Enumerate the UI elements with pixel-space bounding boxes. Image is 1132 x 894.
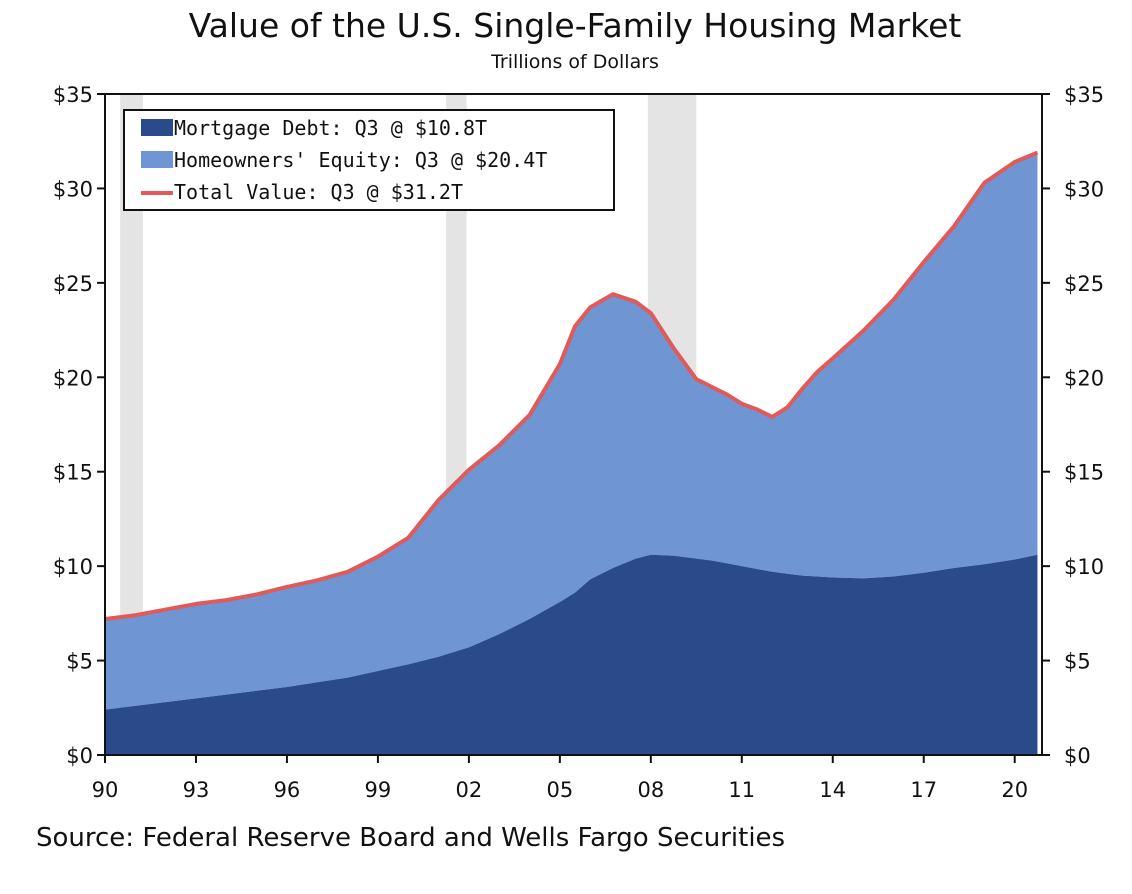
legend-swatch-homeowners-equity bbox=[141, 151, 173, 168]
x-tick-label: 14 bbox=[819, 778, 846, 802]
recession-band-1 bbox=[120, 94, 143, 755]
legend: Mortgage Debt: Q3 @ $10.8T Homeowners' E… bbox=[123, 109, 615, 211]
y-tick-label-right: $5 bbox=[1064, 650, 1091, 674]
y-tick-label-right: $10 bbox=[1064, 555, 1104, 579]
y-tick-label-left: $0 bbox=[66, 744, 93, 768]
x-tick-label: 99 bbox=[365, 778, 392, 802]
x-tick-label: 05 bbox=[546, 778, 573, 802]
y-tick-label-left: $15 bbox=[53, 461, 93, 485]
x-tick-label: 90 bbox=[92, 778, 119, 802]
legend-label-homeowners-equity: Homeowners' Equity: Q3 @ $20.4T bbox=[174, 148, 547, 172]
chart-source: Source: Federal Reserve Board and Wells … bbox=[36, 823, 785, 853]
chart-subtitle: Trillions of Dollars bbox=[490, 51, 659, 73]
x-tick-label: 11 bbox=[728, 778, 755, 802]
legend-label-total-value: Total Value: Q3 @ $31.2T bbox=[174, 180, 463, 204]
area-series bbox=[105, 152, 1038, 755]
y-tick-label-right: $15 bbox=[1064, 461, 1104, 485]
y-axis-right: $0 $5 $10 $15 $20 $25 $30 $35 bbox=[1042, 83, 1104, 768]
x-tick-label: 20 bbox=[1001, 778, 1028, 802]
area-homeowners-equity bbox=[105, 152, 1038, 710]
y-tick-label-left: $20 bbox=[53, 366, 93, 390]
chart-title: Value of the U.S. Single-Family Housing … bbox=[189, 6, 962, 45]
y-tick-label-right: $0 bbox=[1064, 744, 1091, 768]
line-total-value bbox=[104, 150, 1039, 622]
y-tick-label-left: $35 bbox=[53, 83, 93, 107]
y-axis-left: $0 $5 $10 $15 $20 $25 $30 $35 bbox=[53, 83, 105, 768]
y-tick-label-left: $25 bbox=[53, 272, 93, 296]
y-tick-label-right: $25 bbox=[1064, 272, 1104, 296]
plot-frame bbox=[104, 93, 1043, 756]
legend-swatch-mortgage-debt bbox=[141, 119, 173, 136]
x-tick-label: 17 bbox=[910, 778, 937, 802]
x-tick-label: 02 bbox=[456, 778, 483, 802]
x-axis: 90 93 96 99 02 05 08 11 14 17 20 bbox=[92, 755, 1028, 802]
x-tick-label: 96 bbox=[274, 778, 301, 802]
x-tick-label: 93 bbox=[183, 778, 210, 802]
y-tick-label-right: $35 bbox=[1064, 83, 1104, 107]
y-tick-label-left: $10 bbox=[53, 555, 93, 579]
legend-label-mortgage-debt: Mortgage Debt: Q3 @ $10.8T bbox=[174, 116, 487, 140]
y-tick-label-right: $30 bbox=[1064, 177, 1104, 201]
y-tick-label-right: $20 bbox=[1064, 366, 1104, 390]
y-tick-label-left: $30 bbox=[53, 177, 93, 201]
area-mortgage-debt bbox=[105, 554, 1038, 755]
legend-box bbox=[123, 109, 615, 211]
x-tick-label: 08 bbox=[637, 778, 664, 802]
y-tick-label-left: $5 bbox=[66, 650, 93, 674]
total-line-layer bbox=[104, 150, 1039, 622]
